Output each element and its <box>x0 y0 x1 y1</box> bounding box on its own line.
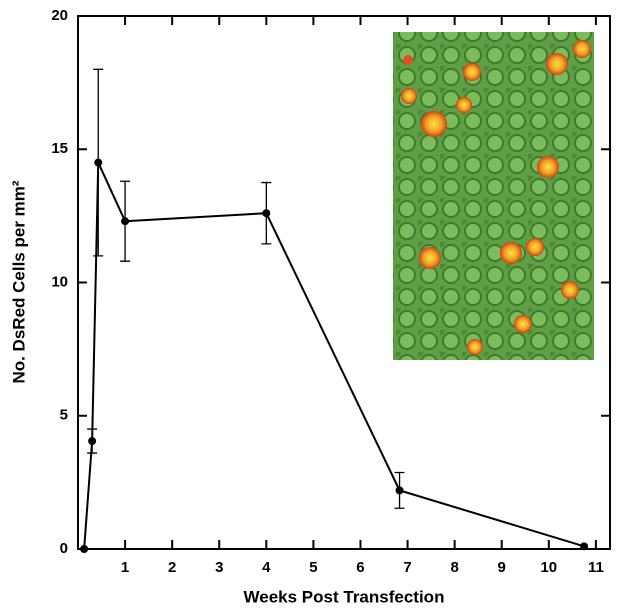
fluorescent-cell <box>401 88 417 104</box>
x-tick-label: 6 <box>356 559 364 576</box>
fluorescent-cell <box>403 55 413 65</box>
data-point <box>395 486 404 495</box>
y-axis-label: No. DsRed Cells per mm² <box>9 180 28 383</box>
x-tick-label: 8 <box>450 559 458 576</box>
x-tick-label: 11 <box>588 559 604 576</box>
x-tick-label: 3 <box>215 559 223 576</box>
fluorescent-cell <box>421 111 447 137</box>
data-point <box>88 437 97 446</box>
x-axis-label: Weeks Post Transfection <box>244 587 445 606</box>
x-tick-label: 10 <box>540 559 557 576</box>
fluorescent-cell <box>526 238 544 256</box>
fluorescent-cell <box>456 97 472 113</box>
fluorescent-cell <box>419 247 441 269</box>
data-point <box>121 217 130 226</box>
data-point <box>94 158 103 167</box>
fluorescent-cell <box>546 53 568 75</box>
inset-micrograph <box>393 32 594 360</box>
x-tick-label: 2 <box>168 559 176 576</box>
y-tick-label: 20 <box>51 7 68 24</box>
x-tick-label: 5 <box>309 559 317 576</box>
fluorescent-cell <box>500 242 522 264</box>
data-point <box>580 542 589 551</box>
x-tick-label: 4 <box>262 559 271 576</box>
data-point <box>262 209 271 218</box>
fluorescent-cell <box>514 315 532 333</box>
fluorescent-cell <box>573 40 591 58</box>
x-tick-label: 9 <box>498 559 506 576</box>
fluorescent-cell <box>467 339 483 355</box>
y-tick-label: 0 <box>60 540 68 557</box>
x-tick-label: 1 <box>121 559 129 576</box>
inset-background <box>393 32 594 360</box>
fluorescent-cell <box>561 281 579 299</box>
y-tick-label: 15 <box>51 140 68 157</box>
x-tick-label: 7 <box>403 559 411 576</box>
fluorescent-cell <box>537 156 559 178</box>
data-point <box>80 545 89 553</box>
y-tick-label: 10 <box>51 273 68 290</box>
fluorescent-cell <box>463 63 481 81</box>
y-tick-label: 5 <box>60 407 68 424</box>
